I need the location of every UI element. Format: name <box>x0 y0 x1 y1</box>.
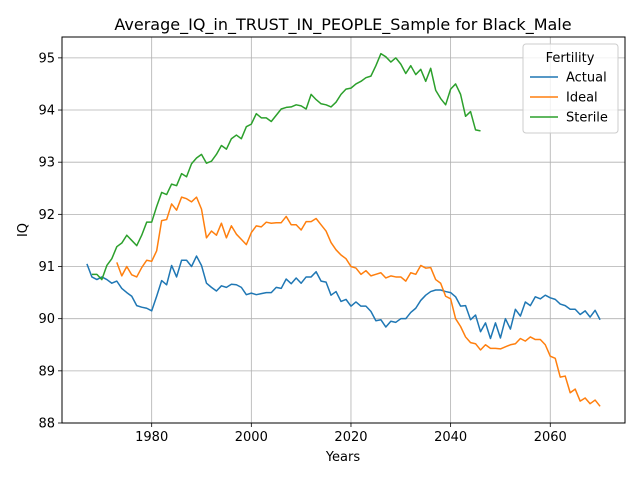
x-axis-title: Years <box>325 450 361 465</box>
x-tick-label: 2020 <box>334 430 367 445</box>
y-tick-label: 93 <box>38 156 55 171</box>
legend-label-sterile: Sterile <box>566 111 608 126</box>
y-tick-label: 95 <box>38 51 55 66</box>
legend-title: Fertility <box>546 51 595 66</box>
y-axis: 88 89 90 91 92 93 94 95 <box>38 51 62 432</box>
series-lines <box>86 52 601 407</box>
plot-area-frame <box>61 36 626 424</box>
y-tick-label: 88 <box>38 417 55 432</box>
y-tick-label: 89 <box>38 364 55 379</box>
x-tick-label: 2060 <box>534 430 567 445</box>
series-line-ideal <box>116 196 601 407</box>
y-axis-title: IQ <box>16 223 31 237</box>
y-tick-label: 90 <box>38 312 55 327</box>
y-tick-label: 94 <box>38 104 55 119</box>
chart-title: Average_IQ_in_TRUST_IN_PEOPLE_Sample for… <box>114 15 571 35</box>
legend-label-actual: Actual <box>566 71 607 86</box>
y-tick-label: 91 <box>38 260 55 275</box>
series-line-actual <box>86 255 601 340</box>
legend-label-ideal: Ideal <box>566 91 598 106</box>
legend: Fertility Actual Ideal Sterile <box>522 43 619 134</box>
series-line-sterile <box>91 52 481 281</box>
x-axis: 1980 2000 2020 2040 2060 <box>135 423 567 445</box>
legend-box <box>522 43 619 134</box>
grid <box>62 37 625 424</box>
y-tick-label: 92 <box>38 208 55 223</box>
x-tick-label: 2000 <box>235 430 268 445</box>
x-tick-label: 2040 <box>434 430 467 445</box>
x-tick-label: 1980 <box>135 430 168 445</box>
